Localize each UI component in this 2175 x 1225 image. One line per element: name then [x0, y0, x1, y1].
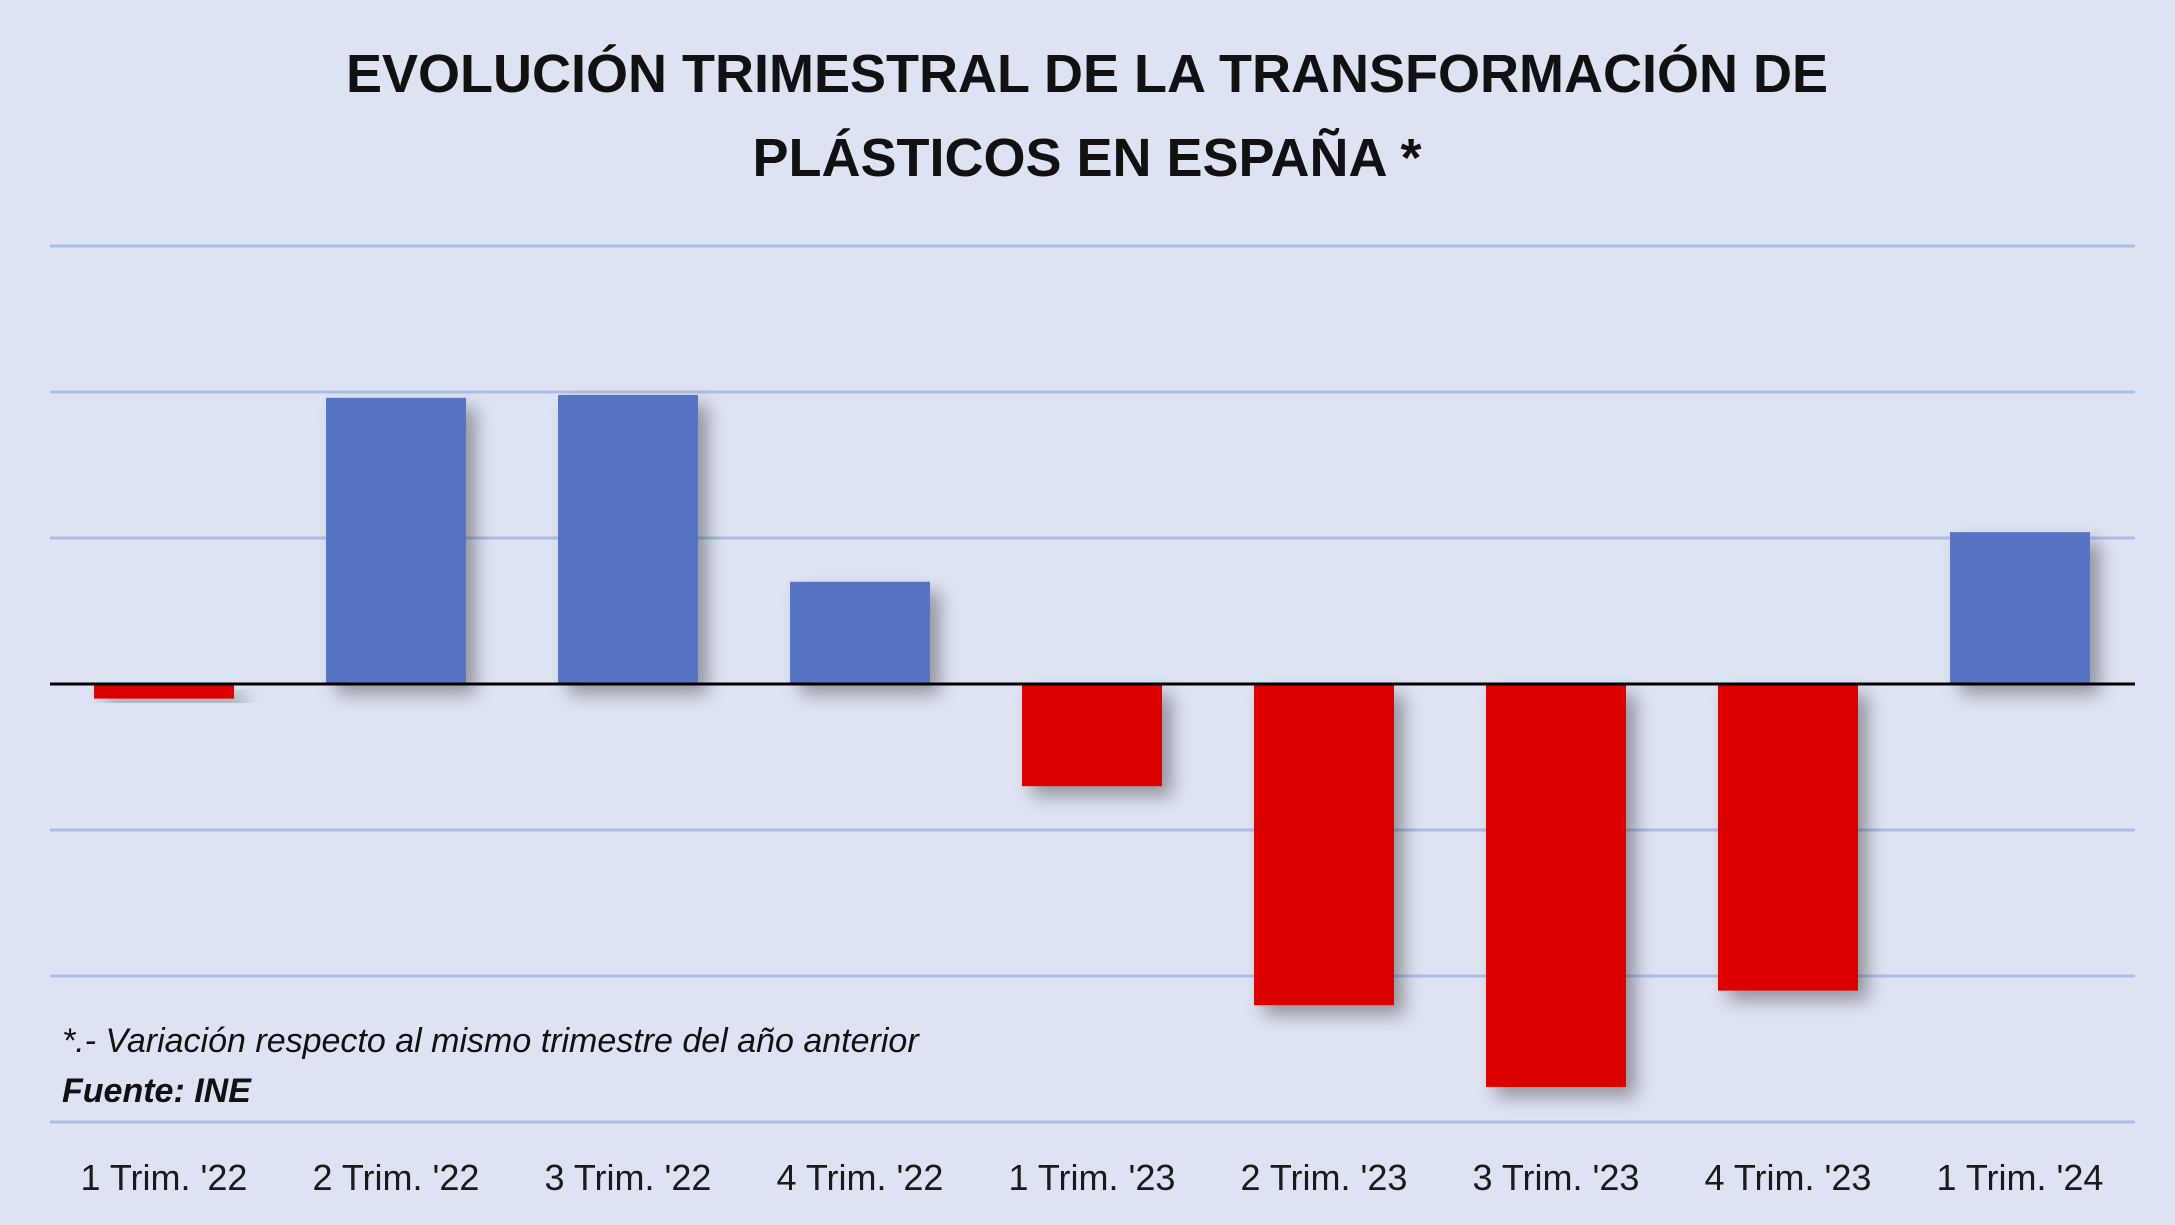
x-tick-label-1: 2 Trim. '22 [313, 1157, 480, 1198]
bar-7 [1718, 684, 1858, 991]
bar-6 [1486, 684, 1626, 1087]
x-tick-label-2: 3 Trim. '22 [545, 1157, 712, 1198]
x-axis-tick-labels: 1 Trim. '22 2 Trim. '22 3 Trim. '22 4 Trim.… [81, 1157, 2104, 1198]
bar-8 [1950, 532, 2090, 684]
bar-0 [94, 684, 234, 699]
bar-5 [1254, 684, 1394, 1006]
x-tick-label-8: 1 Trim. '24 [1937, 1157, 2104, 1198]
x-tick-label-7: 4 Trim. '23 [1705, 1157, 1872, 1198]
x-tick-label-0: 1 Trim. '22 [81, 1157, 248, 1198]
footnote: *.- Variación respecto al mismo trimestr… [62, 1022, 920, 1060]
bar-1 [326, 397, 466, 684]
x-tick-label-6: 3 Trim. '23 [1473, 1157, 1640, 1198]
bar-3 [790, 581, 930, 684]
bar-4 [1022, 684, 1162, 787]
chart-title-line-2: PLÁSTICOS EN ESPAÑA * [752, 128, 1421, 188]
source-label: Fuente: INE [62, 1072, 252, 1110]
x-tick-label-5: 2 Trim. '23 [1241, 1157, 1408, 1198]
chart-title-line-1: EVOLUCIÓN TRIMESTRAL DE LA TRANSFORMACIÓ… [346, 44, 1828, 104]
bars [94, 394, 2090, 1087]
bar-2 [558, 394, 698, 684]
x-tick-label-3: 4 Trim. '22 [777, 1157, 944, 1198]
x-tick-label-4: 1 Trim. '23 [1009, 1157, 1176, 1198]
